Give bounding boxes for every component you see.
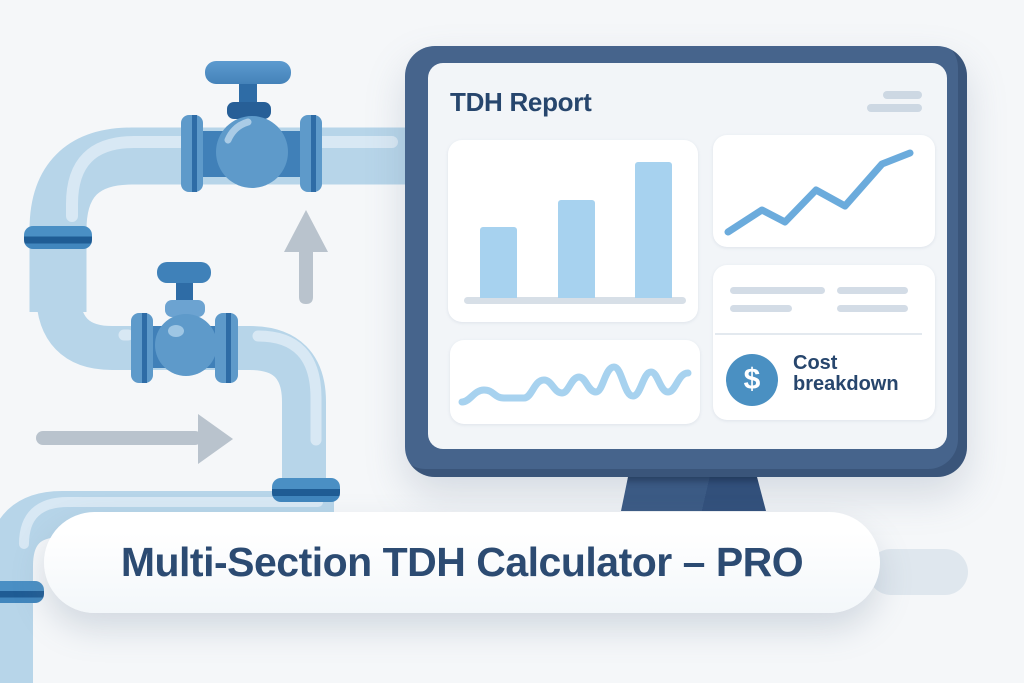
pipe-highlight [252,330,322,446]
valve-top-icon [181,61,322,192]
coupling-band-icon [24,226,92,249]
wave-chart-card [450,340,700,424]
title-banner: Multi-Section TDH Calculator – PRO [44,512,880,613]
banner-title: Multi-Section TDH Calculator – PRO [120,539,804,585]
dashboard-screen: TDH Report [428,63,947,449]
bar [557,200,595,298]
placeholder-text-line [730,305,792,312]
up-arrow-icon [284,210,328,304]
monitor-stand [621,477,766,511]
bar [635,162,672,298]
pipe-run [0,127,406,683]
trend-line-chart [724,149,914,236]
bar-chart-baseline [464,297,686,304]
pipe-highlight [19,497,323,549]
dollar-icon: $ [726,354,778,406]
pipe-coupling-bands [0,226,340,603]
pipe-highlight [66,136,398,222]
menu-icon [867,91,922,112]
valve-middle-icon [131,262,238,383]
right-arrow-icon [36,414,233,464]
report-title: TDH Report [450,87,592,117]
banner-side-pill [868,549,968,595]
bar [480,227,517,298]
cost-breakdown-label: Cost breakdown [793,352,899,395]
placeholder-text-line [837,305,908,312]
coupling-band-icon [0,581,44,603]
bar-chart-card [448,140,698,322]
divider [715,333,922,335]
monitor: TDH Report [405,46,967,477]
wave-line-chart [458,363,692,406]
coupling-band-icon [272,478,340,502]
line-chart-card [713,135,935,247]
cost-breakdown-card: $ Cost breakdown [713,265,935,420]
placeholder-text-line [837,287,908,294]
placeholder-text-line [730,287,825,294]
